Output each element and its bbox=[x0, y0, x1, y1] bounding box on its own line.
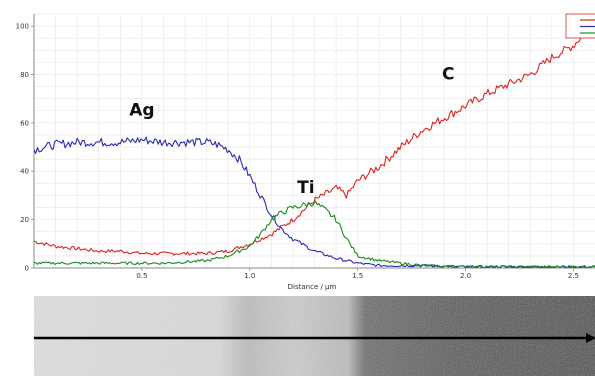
x-axis-label: Distance / µm bbox=[288, 283, 337, 291]
x-tick-label: 0.5 bbox=[136, 272, 147, 280]
y-tick-label: 40 bbox=[20, 168, 29, 176]
micrograph-background bbox=[34, 296, 595, 376]
annotation-label: Ti bbox=[297, 178, 314, 198]
annotation-label: Ag bbox=[129, 101, 154, 121]
grid bbox=[34, 13, 595, 268]
tick-labels: 0.5 1.0 1.5 2.0 2.5 0 20 40 60 80 100 bbox=[16, 23, 579, 280]
y-tick-label: 60 bbox=[20, 119, 29, 127]
x-tick-label: 2.0 bbox=[460, 272, 471, 280]
annotation-label: C bbox=[442, 64, 454, 84]
series-line-1 bbox=[34, 28, 595, 256]
annotations: Ag Ti C bbox=[129, 64, 454, 198]
line-chart: 0.5 1.0 1.5 2.0 2.5 0 20 40 60 80 100 Ag Ti C Distan… bbox=[16, 13, 595, 291]
series-line-3 bbox=[34, 200, 595, 268]
legend bbox=[565, 13, 595, 39]
y-tick-label: 80 bbox=[20, 71, 29, 79]
y-tick-label: 100 bbox=[16, 23, 29, 31]
x-tick-label: 1.0 bbox=[244, 272, 255, 280]
x-tick-label: 1.5 bbox=[352, 272, 363, 280]
x-tick-label: 2.5 bbox=[568, 272, 579, 280]
axes bbox=[33, 14, 595, 269]
y-tick-label: 0 bbox=[25, 265, 29, 273]
y-tick-label: 20 bbox=[20, 216, 29, 224]
micrograph-image bbox=[34, 296, 595, 376]
series-group bbox=[34, 28, 595, 268]
